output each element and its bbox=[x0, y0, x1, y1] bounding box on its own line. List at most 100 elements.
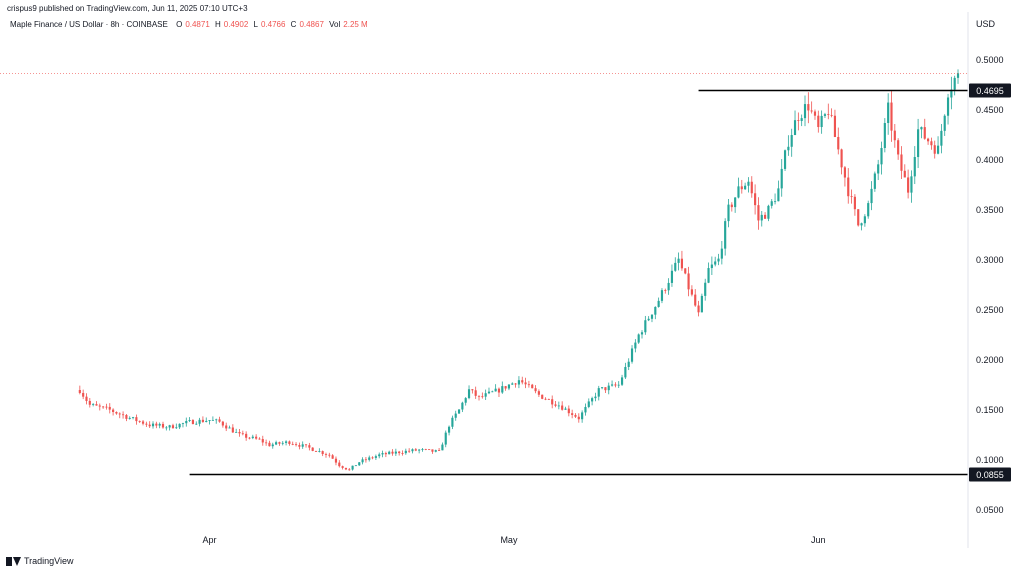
candle bbox=[567, 405, 570, 417]
candle bbox=[441, 442, 444, 451]
candle bbox=[504, 385, 507, 391]
candle bbox=[597, 385, 600, 401]
candle bbox=[717, 253, 720, 266]
y-tick-label: 0.1000 bbox=[976, 455, 1004, 465]
candle bbox=[910, 170, 913, 203]
symbol-title[interactable]: Maple Finance / US Dollar · 8h · COINBAS… bbox=[10, 20, 168, 29]
candle bbox=[198, 417, 201, 427]
candle bbox=[78, 385, 81, 395]
candle bbox=[724, 218, 727, 256]
candle bbox=[624, 362, 627, 380]
candle bbox=[720, 240, 723, 265]
candle bbox=[710, 256, 713, 275]
candle bbox=[867, 200, 870, 219]
candle bbox=[328, 452, 331, 458]
candle bbox=[351, 465, 354, 471]
candle bbox=[664, 288, 667, 294]
candle bbox=[378, 452, 381, 459]
candle bbox=[880, 141, 883, 175]
candle bbox=[457, 409, 461, 414]
candle bbox=[531, 383, 534, 389]
horizontal-level[interactable]: 0.0855 bbox=[189, 467, 1011, 482]
candle bbox=[534, 385, 537, 394]
candle bbox=[271, 442, 274, 449]
candle bbox=[251, 434, 254, 440]
candle bbox=[438, 448, 441, 451]
candle bbox=[887, 93, 890, 135]
candle bbox=[654, 306, 657, 320]
candle bbox=[414, 448, 417, 452]
candle bbox=[544, 397, 547, 401]
candle bbox=[873, 171, 876, 192]
candle bbox=[195, 421, 198, 425]
candle bbox=[630, 345, 634, 364]
candle bbox=[511, 382, 514, 385]
candle bbox=[131, 416, 135, 420]
candle bbox=[424, 448, 427, 451]
open-value: 0.4871 bbox=[185, 20, 210, 29]
candle bbox=[318, 448, 321, 453]
candle bbox=[371, 456, 374, 460]
candle bbox=[145, 421, 148, 427]
candle bbox=[554, 401, 557, 408]
tradingview-footer[interactable]: TradingView bbox=[6, 556, 74, 566]
candle bbox=[135, 414, 138, 425]
candle bbox=[225, 422, 228, 432]
candle bbox=[431, 449, 434, 454]
candle bbox=[927, 137, 930, 145]
candle bbox=[933, 140, 936, 159]
candle bbox=[674, 257, 677, 272]
candle bbox=[471, 388, 474, 394]
candle bbox=[837, 127, 840, 155]
candle bbox=[714, 256, 717, 267]
candle bbox=[734, 197, 737, 213]
high-label: H bbox=[215, 20, 221, 29]
candle bbox=[607, 382, 610, 395]
y-tick-label: 0.3000 bbox=[976, 255, 1004, 265]
candle bbox=[514, 382, 517, 388]
candle bbox=[341, 465, 344, 470]
candle bbox=[754, 184, 757, 215]
candle bbox=[155, 421, 158, 429]
volume-value: 2.25 M bbox=[343, 20, 368, 29]
candle bbox=[907, 169, 910, 199]
candle bbox=[191, 419, 195, 425]
candle bbox=[235, 428, 238, 433]
y-tick-label: 0.3500 bbox=[976, 205, 1004, 215]
candle bbox=[105, 403, 108, 410]
candle bbox=[640, 330, 644, 339]
candle bbox=[278, 441, 281, 446]
candle bbox=[704, 278, 707, 301]
candle bbox=[574, 413, 577, 418]
horizontal-level[interactable]: 0.4695 bbox=[698, 83, 1011, 98]
candle bbox=[594, 392, 597, 402]
candle bbox=[474, 386, 477, 399]
candle bbox=[381, 450, 384, 458]
candle bbox=[917, 118, 920, 169]
candle bbox=[404, 448, 407, 455]
candle bbox=[265, 439, 268, 446]
y-tick-label: 0.5000 bbox=[976, 55, 1004, 65]
candle bbox=[813, 109, 817, 120]
axes: USD 0.5000 0.4500 0.4000 0.3500 0.3000 0.2500… bbox=[203, 12, 1004, 548]
candle bbox=[551, 395, 554, 409]
x-tick-label: Apr bbox=[203, 535, 217, 545]
candle bbox=[121, 411, 125, 419]
candle bbox=[491, 390, 494, 393]
candle bbox=[418, 448, 421, 454]
candle bbox=[620, 374, 624, 387]
candle bbox=[680, 250, 684, 271]
candle bbox=[324, 452, 328, 458]
candle bbox=[684, 268, 687, 275]
candle bbox=[604, 387, 607, 393]
x-tick-label: Jun bbox=[811, 535, 826, 545]
candle bbox=[561, 401, 564, 411]
candle bbox=[175, 423, 178, 429]
candle bbox=[88, 397, 91, 408]
candle bbox=[587, 398, 590, 409]
close-label: C bbox=[290, 20, 297, 29]
candle bbox=[494, 384, 497, 392]
candle bbox=[311, 447, 314, 452]
candle bbox=[85, 393, 88, 405]
